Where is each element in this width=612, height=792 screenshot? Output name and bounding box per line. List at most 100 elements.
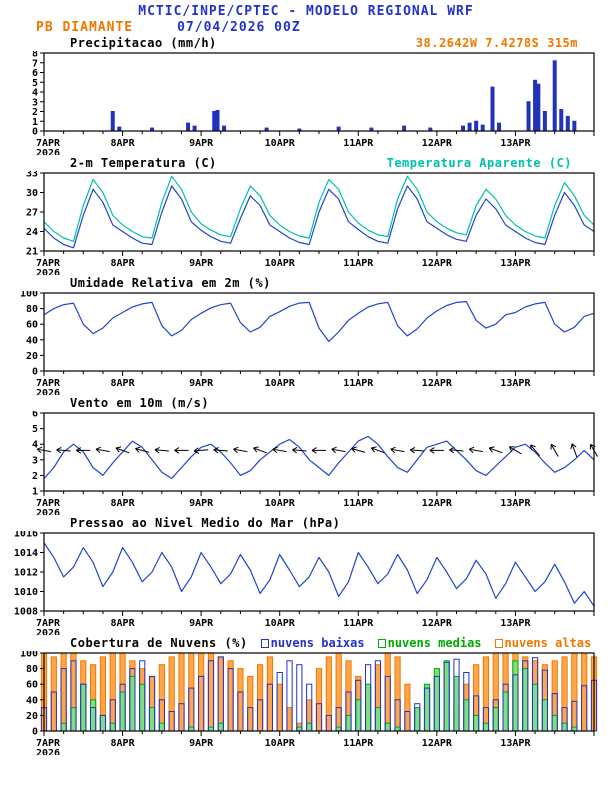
svg-text:2026: 2026	[36, 748, 60, 755]
temperature-title-row: 2-m Temperatura (C) Temperatura Aparente…	[0, 156, 612, 171]
svg-text:9APR: 9APR	[189, 138, 214, 149]
svg-text:2026: 2026	[36, 268, 60, 275]
svg-text:9APR: 9APR	[189, 738, 214, 749]
svg-text:2: 2	[32, 107, 38, 118]
svg-text:20: 20	[26, 711, 38, 722]
svg-text:12APR: 12APR	[422, 378, 453, 389]
panel-humidity: Umidade Relativa em 2m (%) 0 20 40 60 80 100 7…	[0, 276, 612, 395]
svg-text:9APR: 9APR	[189, 258, 214, 269]
svg-text:2026: 2026	[36, 628, 60, 635]
svg-text:10APR: 10APR	[265, 498, 296, 509]
wind-chart: 1 2 3 4 5 6 7APR 8APR 9APR 10APR 11APR 12APR 13APR 20…	[32, 411, 598, 515]
cloud-cover-chart: 0 20 40 60 80 100 7APR 8APR 9APR 10APR 11APR 12APR 1…	[20, 651, 598, 755]
svg-text:100: 100	[20, 651, 38, 660]
svg-text:12APR: 12APR	[422, 738, 453, 749]
pressure-chart: 1008 1010 1012 1014 1016 7APR 8APR 9APR 10APR 11A…	[14, 531, 595, 635]
svg-text:60: 60	[26, 680, 38, 691]
svg-text:24: 24	[26, 227, 38, 238]
svg-text:12APR: 12APR	[422, 618, 453, 629]
svg-text:6: 6	[32, 68, 38, 79]
temperature-chart: 21 24 27 30 33 7APR 8APR 9APR 10APR 11APR 12APR 13A…	[26, 171, 595, 275]
svg-text:10APR: 10APR	[265, 138, 296, 149]
precipitation-title-row: Precipitacao (mm/h) 38.2642W 7.4278S 315…	[0, 36, 612, 51]
svg-text:2026: 2026	[36, 388, 60, 395]
legend-nuvens-medias: nuvens medias	[377, 636, 482, 651]
temperature-title: 2-m Temperatura (C)	[70, 156, 217, 170]
header-subline: PB DIAMANTE 07/04/2026 00Z	[0, 20, 612, 35]
svg-text:6: 6	[32, 411, 38, 420]
panel-wind: Vento em 10m (m/s) 1 2 3 4 5 6 7APR 8APR 9APR 10A…	[0, 396, 612, 515]
svg-text:13APR: 13APR	[500, 258, 531, 269]
svg-text:1: 1	[32, 117, 38, 128]
model-title: MCTIC/INPE/CPTEC - MODELO REGIONAL WRF	[138, 4, 474, 19]
humidity-chart: 0 20 40 60 80 100 7APR 8APR 9APR 10APR 11APR 12APR 1…	[20, 291, 595, 395]
legend-label-medias: nuvens medias	[387, 636, 482, 650]
panel-cloud-cover: Cobertura de Nuvens (%) nuvens baixas nu…	[0, 636, 612, 755]
svg-text:27: 27	[26, 208, 38, 219]
svg-text:8APR: 8APR	[111, 738, 136, 749]
svg-text:60: 60	[26, 320, 38, 331]
svg-text:9APR: 9APR	[189, 378, 214, 389]
svg-text:30: 30	[26, 188, 38, 199]
svg-text:2: 2	[32, 471, 38, 482]
svg-text:100: 100	[20, 291, 38, 300]
panel-temperature: 2-m Temperatura (C) Temperatura Aparente…	[0, 156, 612, 275]
svg-text:2026: 2026	[36, 508, 60, 515]
svg-text:13APR: 13APR	[500, 498, 531, 509]
svg-text:7APR: 7APR	[36, 138, 61, 149]
svg-text:5: 5	[32, 78, 38, 89]
svg-text:11APR: 11APR	[343, 618, 374, 629]
svg-text:1012: 1012	[14, 568, 38, 579]
precipitation-title: Precipitacao (mm/h)	[70, 36, 217, 50]
svg-text:5: 5	[32, 424, 38, 435]
svg-text:8APR: 8APR	[111, 498, 136, 509]
svg-text:1008: 1008	[14, 607, 38, 618]
cloud-cover-title: Cobertura de Nuvens (%)	[70, 636, 248, 650]
svg-text:1010: 1010	[14, 587, 38, 598]
humidity-title-row: Umidade Relativa em 2m (%)	[0, 276, 612, 291]
svg-text:11APR: 11APR	[343, 138, 374, 149]
svg-text:33: 33	[26, 171, 38, 180]
svg-text:2026: 2026	[36, 148, 60, 155]
svg-text:9APR: 9APR	[189, 618, 214, 629]
svg-text:10APR: 10APR	[265, 378, 296, 389]
legend-label-baixas: nuvens baixas	[270, 636, 365, 650]
svg-text:10APR: 10APR	[265, 618, 296, 629]
svg-text:3: 3	[32, 97, 38, 108]
svg-text:40: 40	[26, 695, 38, 706]
green-square-icon	[377, 639, 386, 648]
run-datetime: 07/04/2026 00Z	[177, 20, 301, 35]
pressure-title-row: Pressao ao Nivel Medio do Mar (hPa)	[0, 516, 612, 531]
svg-text:7APR: 7APR	[36, 498, 61, 509]
svg-text:11APR: 11APR	[343, 738, 374, 749]
svg-text:8APR: 8APR	[111, 138, 136, 149]
svg-text:7: 7	[32, 58, 38, 69]
svg-text:1: 1	[32, 487, 38, 498]
station-name: PB DIAMANTE	[36, 20, 134, 35]
svg-text:10APR: 10APR	[265, 738, 296, 749]
svg-text:13APR: 13APR	[500, 138, 531, 149]
panel-pressure: Pressao ao Nivel Medio do Mar (hPa) 1008…	[0, 516, 612, 635]
svg-text:21: 21	[26, 247, 38, 258]
legend-label-altas: nuvens altas	[504, 636, 592, 650]
svg-text:12APR: 12APR	[422, 258, 453, 269]
header: MCTIC/INPE/CPTEC - MODELO REGIONAL WRF P…	[0, 0, 612, 35]
svg-text:7APR: 7APR	[36, 738, 61, 749]
svg-text:20: 20	[26, 351, 38, 362]
svg-text:10APR: 10APR	[265, 258, 296, 269]
legend-nuvens-altas: nuvens altas	[494, 636, 592, 651]
svg-text:40: 40	[26, 335, 38, 346]
svg-text:9APR: 9APR	[189, 498, 214, 509]
svg-text:0: 0	[32, 727, 38, 738]
svg-text:80: 80	[26, 304, 38, 315]
svg-text:8APR: 8APR	[111, 378, 136, 389]
svg-text:7APR: 7APR	[36, 258, 61, 269]
svg-text:8APR: 8APR	[111, 618, 136, 629]
svg-text:3: 3	[32, 455, 38, 466]
svg-text:0: 0	[32, 127, 38, 138]
svg-text:7APR: 7APR	[36, 378, 61, 389]
panel-precipitation: Precipitacao (mm/h) 38.2642W 7.4278S 315…	[0, 36, 612, 155]
svg-text:7APR: 7APR	[36, 618, 61, 629]
wind-title: Vento em 10m (m/s)	[70, 396, 210, 410]
